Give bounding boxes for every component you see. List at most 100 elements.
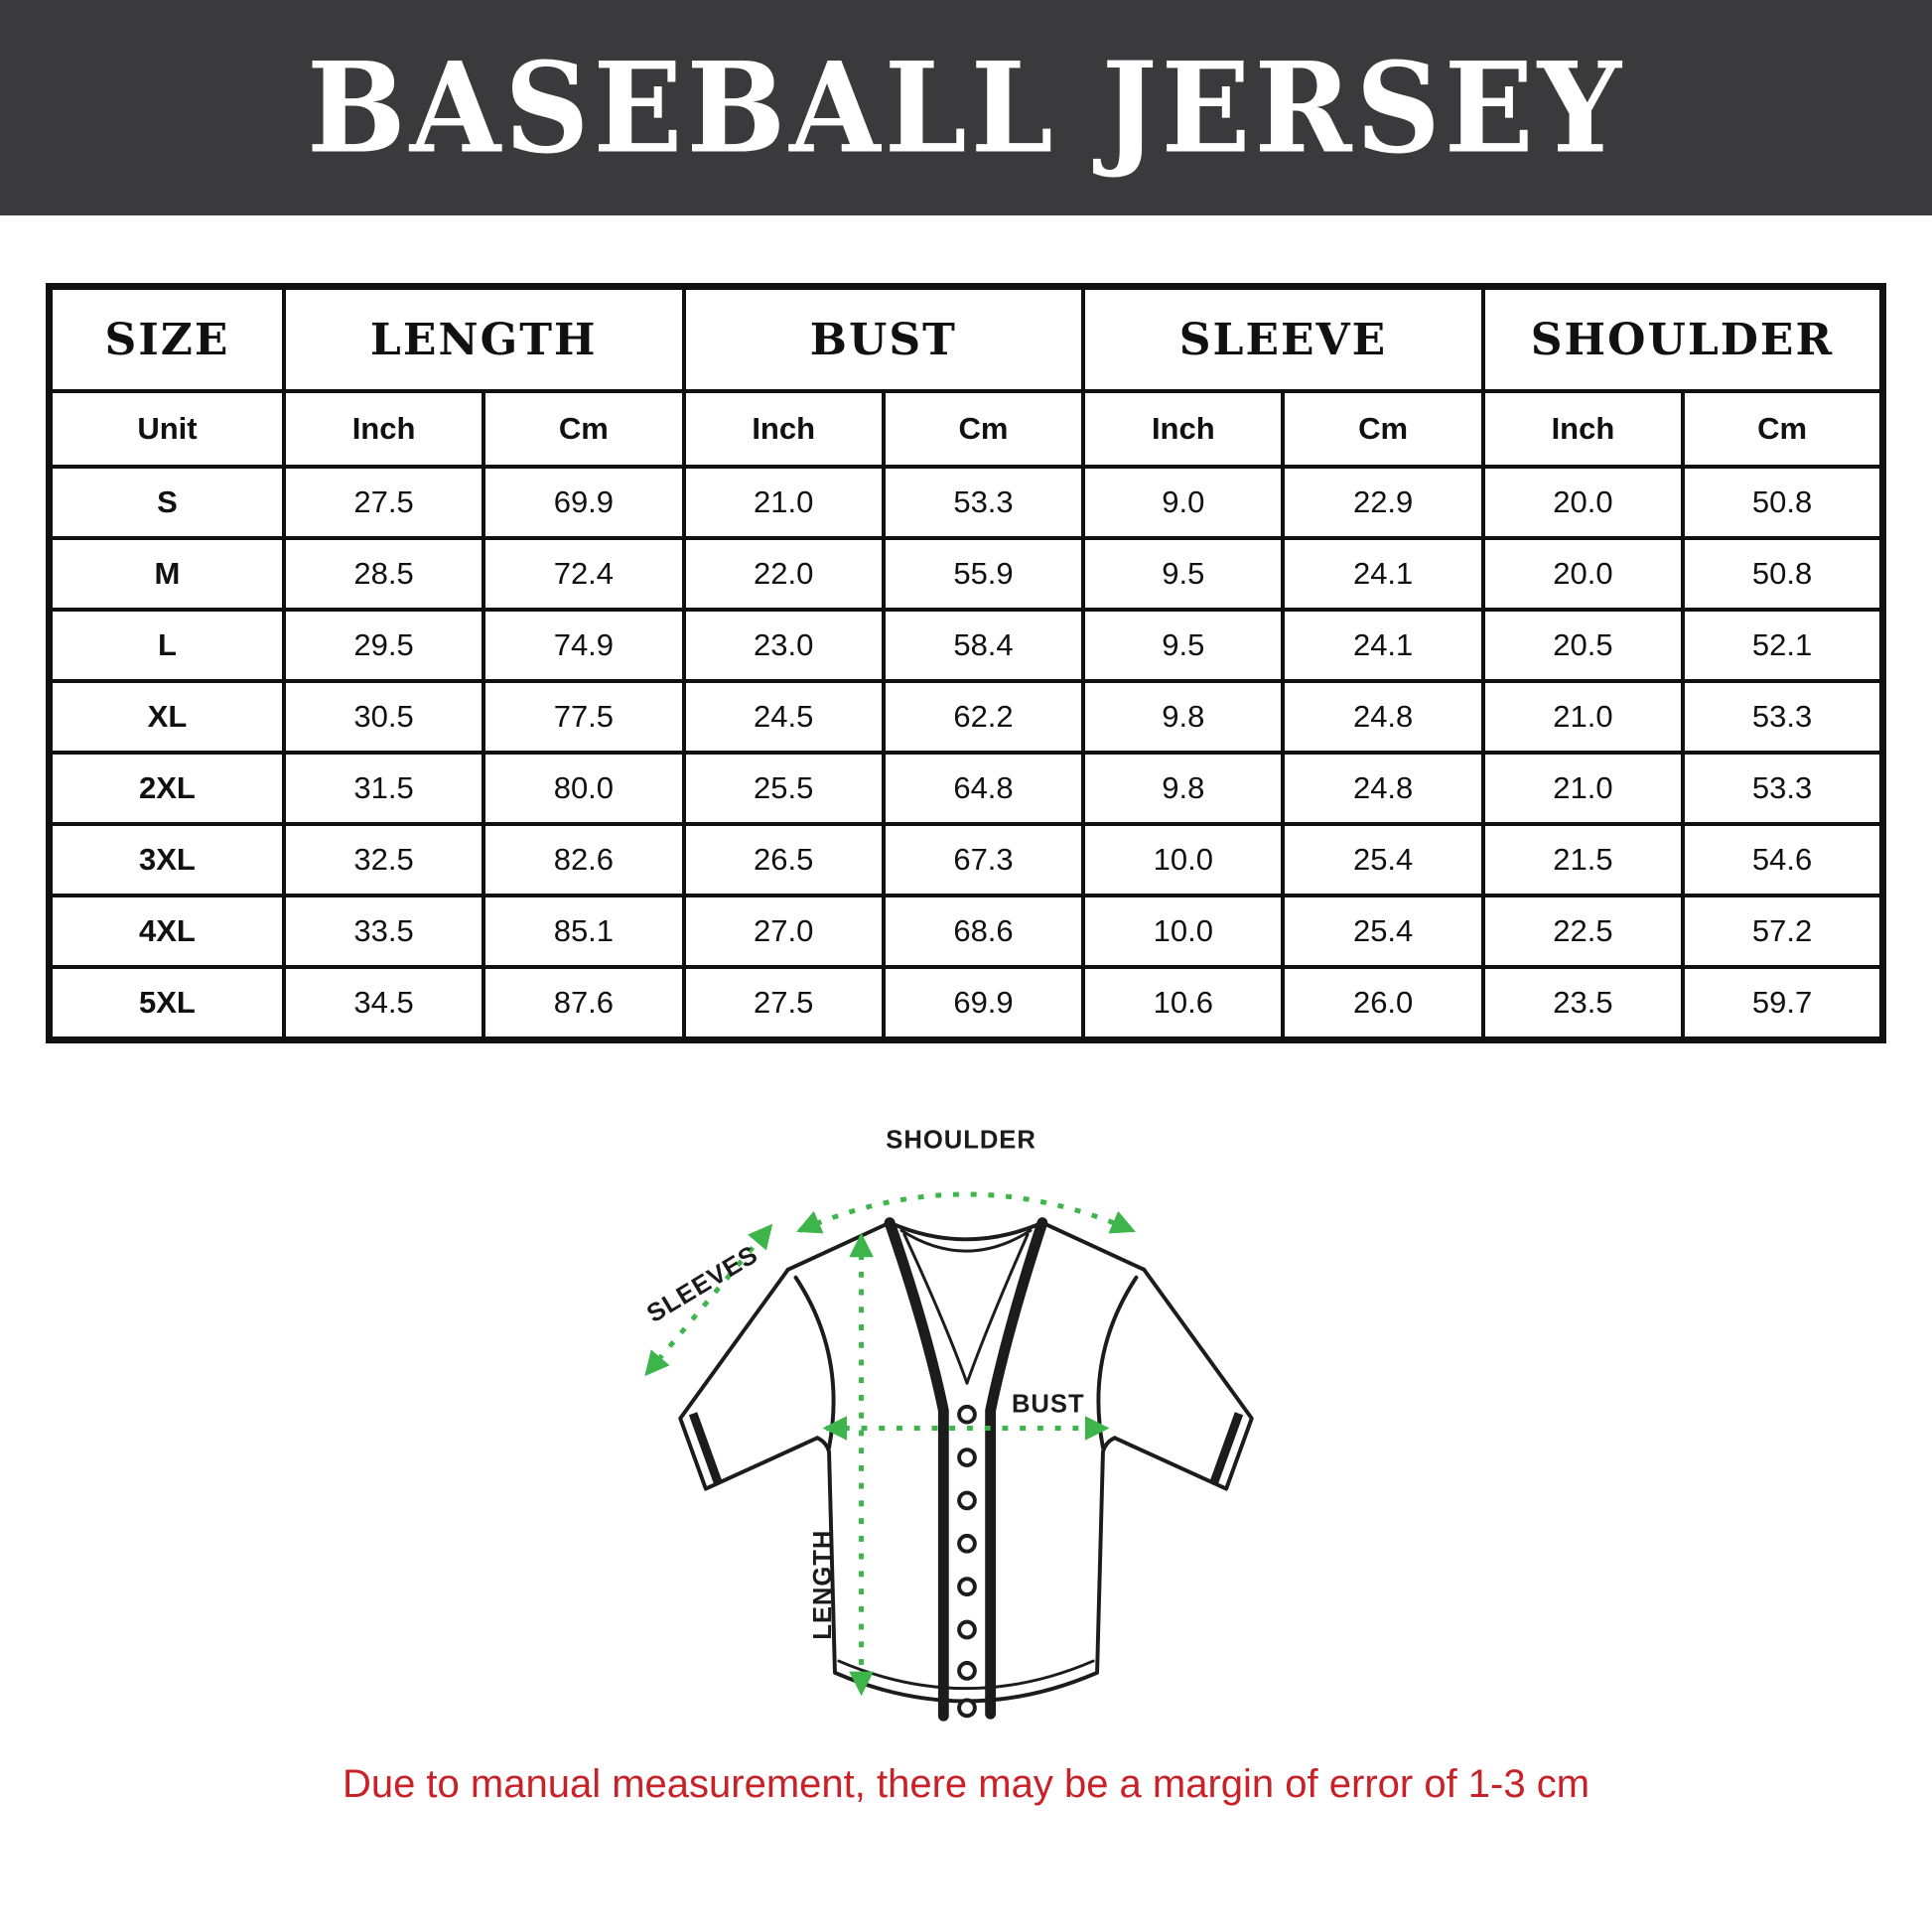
left-sleeve-stripe <box>688 1412 723 1486</box>
measurement-value-cell: 57.2 <box>1681 894 1885 969</box>
right-sleeve <box>1112 1267 1254 1491</box>
button <box>957 1404 977 1425</box>
measurement-value-cell: 69.9 <box>881 965 1086 1042</box>
measurement-value-cell: 27.5 <box>681 965 886 1042</box>
measurement-value-cell: 23.5 <box>1480 965 1686 1042</box>
table-row: L 29.5 74.9 23.0 58.4 9.5 24.1 20.5 52.1 <box>47 608 1885 683</box>
measurement-value-cell: 87.6 <box>482 965 686 1042</box>
measurement-value-cell: 85.1 <box>482 894 686 969</box>
measurement-value-cell: 53.3 <box>881 465 1086 540</box>
measurement-value-cell: 9.5 <box>1081 536 1286 612</box>
measurement-value-cell: 69.9 <box>482 465 686 540</box>
group-header-cell: SIZE <box>47 284 286 393</box>
table-row: M 28.5 72.4 22.0 55.9 9.5 24.1 20.0 50.8 <box>47 536 1885 612</box>
content: SIZE LENGTH BUST SLEEVE SHOULDER Unit Inch Cm I… <box>0 283 1932 1807</box>
group-header-cell: LENGTH <box>281 284 686 393</box>
size-label-cell: 5XL <box>47 965 286 1042</box>
measurement-value-cell: 26.0 <box>1281 965 1485 1042</box>
size-label-cell: 3XL <box>47 822 286 897</box>
measurement-value-cell: 26.5 <box>681 822 886 897</box>
button <box>957 1577 977 1597</box>
shoulder-measure-arrow <box>796 1191 1136 1234</box>
size-label-cell: S <box>47 465 286 540</box>
table-row: XL 30.5 77.5 24.5 62.2 9.8 24.8 21.0 53.3 <box>47 679 1885 755</box>
unit-header-cell: Cm <box>482 389 686 469</box>
measurement-value-cell: 28.5 <box>281 536 486 612</box>
jersey-outline-drawing <box>678 1217 1254 1722</box>
size-chart-page: BASEBALL JERSEY SIZE LENGTH BUST SLEEVE SHOU… <box>0 0 1932 1807</box>
shoulder-label: SHOULDER <box>886 1127 1036 1155</box>
table-row: 3XL 32.5 82.6 26.5 67.3 10.0 25.4 21.5 54.6 <box>47 822 1885 897</box>
measurement-value-cell: 67.3 <box>881 822 1086 897</box>
measurement-value-cell: 55.9 <box>881 536 1086 612</box>
unit-header-cell: Cm <box>1681 389 1885 469</box>
bust-label: BUST <box>1012 1391 1085 1419</box>
group-header-cell: SLEEVE <box>1081 284 1485 393</box>
measurement-value-cell: 20.5 <box>1480 608 1686 683</box>
page-title: BASEBALL JERSEY <box>307 34 1625 182</box>
measurement-value-cell: 25.5 <box>681 751 886 826</box>
right-armhole-seam <box>1096 1275 1139 1450</box>
unit-header-cell: Inch <box>1480 389 1686 469</box>
right-collar-trim-placket <box>985 1217 1048 1720</box>
right-sleeve-stripe <box>1209 1412 1244 1486</box>
table-row: 2XL 31.5 80.0 25.5 64.8 9.8 24.8 21.0 53.3 <box>47 751 1885 826</box>
measurement-value-cell: 62.2 <box>881 679 1086 755</box>
measurement-value-cell: 10.0 <box>1081 822 1286 897</box>
measurement-value-cell: 25.4 <box>1281 894 1485 969</box>
sleeves-measure-arrow <box>644 1223 773 1377</box>
unit-header-row: Unit Inch Cm Inch Cm Inch Cm Inch Cm <box>47 389 1885 469</box>
measurement-value-cell: 9.5 <box>1081 608 1286 683</box>
measurement-value-cell: 30.5 <box>281 679 486 755</box>
measurement-value-cell: 27.0 <box>681 894 886 969</box>
measurement-value-cell: 9.8 <box>1081 679 1286 755</box>
jersey-diagram-svg: SHOULDER SLEEVES BUST LENGTH <box>642 1127 1254 1722</box>
measurement-value-cell: 24.1 <box>1281 608 1485 683</box>
size-label-cell: XL <box>47 679 286 755</box>
measurement-value-cell: 21.5 <box>1480 822 1686 897</box>
size-label-cell: L <box>47 608 286 683</box>
group-header-row: SIZE LENGTH BUST SLEEVE SHOULDER <box>47 284 1885 393</box>
unit-header-cell: Cm <box>1281 389 1485 469</box>
measurement-value-cell: 31.5 <box>281 751 486 826</box>
table-row: S 27.5 69.9 21.0 53.3 9.0 22.9 20.0 50.8 <box>47 465 1885 540</box>
title-banner: BASEBALL JERSEY <box>0 0 1932 215</box>
button <box>957 1533 977 1554</box>
measurement-value-cell: 23.0 <box>681 608 886 683</box>
unit-header-cell: Inch <box>281 389 486 469</box>
table-row: 5XL 34.5 87.6 27.5 69.9 10.6 26.0 23.5 59.7 <box>47 965 1885 1042</box>
size-label-cell: 4XL <box>47 894 286 969</box>
group-header-cell: SHOULDER <box>1480 284 1885 393</box>
measurement-value-cell: 24.5 <box>681 679 886 755</box>
measurement-value-cell: 33.5 <box>281 894 486 969</box>
unit-header-cell: Unit <box>47 389 286 469</box>
measurement-value-cell: 74.9 <box>482 608 686 683</box>
v-neck-left-seam <box>902 1232 969 1385</box>
measurement-value-cell: 53.3 <box>1681 679 1885 755</box>
measurement-value-cell: 24.8 <box>1281 679 1485 755</box>
button <box>957 1619 977 1640</box>
size-table-body: S 27.5 69.9 21.0 53.3 9.0 22.9 20.0 50.8 M 28.5 72.… <box>47 465 1885 1042</box>
measurement-value-cell: 32.5 <box>281 822 486 897</box>
measurement-value-cell: 10.6 <box>1081 965 1286 1042</box>
measurement-value-cell: 52.1 <box>1681 608 1885 683</box>
measurement-note: Due to manual measurement, there may be … <box>342 1762 1590 1806</box>
measurement-value-cell: 58.4 <box>881 608 1086 683</box>
unit-header-cell: Cm <box>881 389 1086 469</box>
unit-header-cell: Inch <box>681 389 886 469</box>
measurement-value-cell: 68.6 <box>881 894 1086 969</box>
measurement-value-cell: 20.0 <box>1480 465 1686 540</box>
measurement-value-cell: 21.0 <box>1480 751 1686 826</box>
measurement-value-cell: 21.0 <box>681 465 886 540</box>
v-neck-right-seam <box>965 1232 1030 1385</box>
measurement-value-cell: 80.0 <box>482 751 686 826</box>
button <box>957 1490 977 1511</box>
measurement-value-cell: 34.5 <box>281 965 486 1042</box>
measurement-value-cell: 64.8 <box>881 751 1086 826</box>
size-label-cell: M <box>47 536 286 612</box>
measurement-value-cell: 29.5 <box>281 608 486 683</box>
jersey-measurement-diagram: SHOULDER SLEEVES BUST LENGTH <box>0 1125 1932 1736</box>
measurement-value-cell: 25.4 <box>1281 822 1485 897</box>
measurement-value-cell: 54.6 <box>1681 822 1885 897</box>
left-sleeve <box>678 1267 820 1491</box>
